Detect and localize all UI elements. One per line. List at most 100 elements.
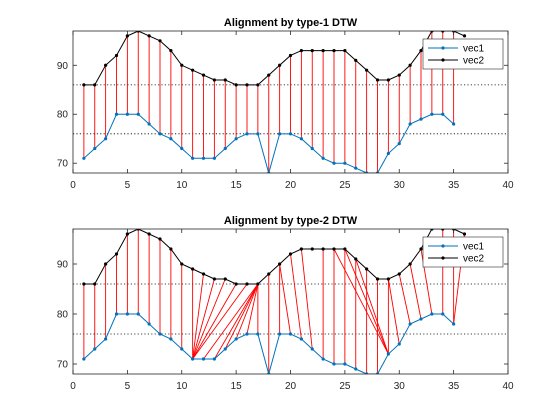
chart2-legend-vec1-label: vec1 bbox=[463, 242, 485, 253]
chart2-vec2-point-21 bbox=[310, 247, 314, 251]
chart1-vec1-point-31 bbox=[419, 117, 423, 121]
chart2-vec2-point-16 bbox=[256, 282, 260, 286]
chart2-vec2-line bbox=[83, 229, 465, 285]
chart1-vec2-point-6 bbox=[147, 34, 151, 38]
chart2-ytick-label-1: 80 bbox=[57, 310, 69, 321]
chart1-vec1-point-4 bbox=[125, 112, 129, 116]
chart1: 0 5 10 15 20 25 30 35 40 70 80 90 Alignment by type-… bbox=[57, 17, 514, 191]
chart1-vec1-point-33 bbox=[441, 112, 445, 116]
chart2-vec1-point-6 bbox=[147, 322, 151, 326]
chart1-xtick-label-7: 35 bbox=[448, 180, 460, 191]
chart1-vec2-point-3 bbox=[114, 53, 119, 58]
chart2-title: Alignment by type-2 DTW bbox=[224, 215, 358, 227]
chart1-ytick-label-1: 80 bbox=[57, 110, 69, 121]
chart2-vec2-point-10 bbox=[191, 267, 195, 271]
chart1-vec2-point-26 bbox=[365, 68, 369, 72]
chart1-vec2-point-28 bbox=[386, 78, 390, 82]
chart2-alignment-line-15 bbox=[192, 283, 248, 360]
chart1-xtick-label-6: 30 bbox=[394, 180, 406, 191]
chart2-vec1-point-9 bbox=[180, 347, 184, 351]
chart2-vec1-point-28 bbox=[386, 352, 390, 356]
chart2-vec2-point-30 bbox=[408, 262, 412, 266]
chart1-vec1-point-12 bbox=[212, 156, 216, 160]
chart1-vec2-point-21 bbox=[310, 48, 314, 53]
chart1-vec2-point-0 bbox=[82, 83, 86, 87]
chart2-legend-vec2-marker bbox=[441, 256, 445, 260]
chart1-vec1-point-15 bbox=[245, 132, 249, 136]
chart1-vec2-point-7 bbox=[158, 39, 162, 43]
chart1-vec1-line bbox=[83, 113, 454, 173]
chart1-vec2-point-14 bbox=[234, 83, 238, 87]
chart2-xtick-label-0: 0 bbox=[70, 381, 76, 392]
chart1-vec1-point-28 bbox=[386, 151, 390, 156]
chart2-vec2-point-7 bbox=[158, 237, 162, 241]
chart1-vec2-point-17 bbox=[267, 73, 271, 77]
chart2-vec1-point-7 bbox=[158, 332, 162, 336]
chart1-vec1-point-25 bbox=[354, 166, 358, 170]
chart2-vec1-point-33 bbox=[441, 312, 445, 316]
chart1-vec2-point-24 bbox=[343, 48, 347, 53]
chart1-legend-box bbox=[422, 38, 504, 70]
chart1-vec1-point-32 bbox=[430, 112, 434, 116]
chart2-vec1-point-13 bbox=[223, 347, 227, 351]
chart2-vec1-point-22 bbox=[321, 357, 325, 361]
chart1-vec2-point-12 bbox=[212, 78, 216, 82]
chart2-xtick-label-7: 35 bbox=[448, 381, 460, 392]
chart2-legend-vec2-label: vec2 bbox=[463, 254, 485, 265]
chart1-vec1-point-13 bbox=[223, 146, 227, 151]
chart2-vec2-point-18 bbox=[278, 262, 282, 266]
chart1-vec1-point-18 bbox=[278, 132, 282, 136]
chart2-xtick-label-2: 10 bbox=[176, 381, 188, 392]
chart2-vec1-point-5 bbox=[136, 312, 140, 316]
chart2-vec2-point-20 bbox=[299, 247, 303, 251]
chart2-vec2-point-8 bbox=[169, 247, 173, 251]
chart2-alignment-line-24 bbox=[279, 263, 291, 335]
chart2-vec2-point-4 bbox=[125, 232, 129, 236]
chart1-xtick-label-4: 20 bbox=[285, 180, 297, 191]
chart1-legend-vec1-label: vec1 bbox=[463, 44, 485, 55]
chart2-vec2-point-12 bbox=[212, 277, 216, 281]
chart1-xtick-label-0: 0 bbox=[70, 180, 76, 191]
chart1-vec2-point-23 bbox=[332, 48, 336, 53]
chart1-vec1-point-19 bbox=[288, 132, 293, 136]
chart2-vec1-point-15 bbox=[245, 332, 249, 336]
chart1-vec2-point-19 bbox=[288, 53, 293, 58]
chart2-vec2-point-15 bbox=[245, 282, 249, 286]
chart2-legend-box bbox=[422, 236, 504, 268]
chart2-alignment-line-18 bbox=[224, 283, 259, 350]
chart2-alignment-line-16 bbox=[203, 283, 259, 360]
chart2-vec2-point-0 bbox=[82, 282, 86, 286]
chart2-alignment-line-13 bbox=[192, 278, 226, 360]
chart1-vec1-point-16 bbox=[256, 132, 260, 136]
chart1-vec1-point-0 bbox=[82, 156, 86, 160]
chart2-vec1-point-8 bbox=[169, 337, 173, 341]
chart2-alignment-line-20 bbox=[246, 283, 259, 335]
chart1-xtick-label-5: 25 bbox=[339, 180, 351, 191]
chart1-vec1-point-2 bbox=[104, 137, 108, 141]
chart1-vec2-point-22 bbox=[321, 48, 325, 53]
chart2-vec1-point-2 bbox=[104, 337, 108, 341]
chart2-legend-vec1-marker bbox=[441, 244, 445, 248]
chart2-vec1-point-32 bbox=[430, 312, 434, 316]
chart1-ytick-label-0: 70 bbox=[57, 159, 69, 170]
chart1-vec2-point-25 bbox=[354, 58, 358, 62]
chart1-vec2-point-31 bbox=[419, 48, 423, 53]
chart2-vec2-point-35 bbox=[462, 232, 467, 236]
chart2-vec1-point-14 bbox=[234, 337, 238, 341]
chart2-vec2-point-31 bbox=[419, 247, 423, 251]
chart1-vec2-point-16 bbox=[256, 83, 260, 87]
chart1-vec2-line bbox=[83, 31, 465, 86]
chart2-vec2-point-27 bbox=[375, 277, 380, 281]
chart2: 0 5 10 15 20 25 30 35 40 70 80 90 Alignment by type-… bbox=[57, 215, 514, 392]
chart1-vec2-point-4 bbox=[125, 34, 129, 38]
chart2-vec2-point-9 bbox=[180, 262, 184, 266]
chart1-xtick-label-1: 5 bbox=[125, 180, 131, 191]
chart2-vec1-point-30 bbox=[408, 322, 412, 326]
chart2-vec1-point-24 bbox=[343, 362, 347, 366]
chart1-legend-vec2-marker bbox=[441, 58, 445, 62]
chart1-vec2-point-30 bbox=[408, 63, 412, 67]
chart2-alignment-line-37 bbox=[387, 278, 400, 345]
chart2-vec1-point-31 bbox=[419, 317, 423, 321]
chart2-alignment-line-11 bbox=[192, 273, 204, 360]
